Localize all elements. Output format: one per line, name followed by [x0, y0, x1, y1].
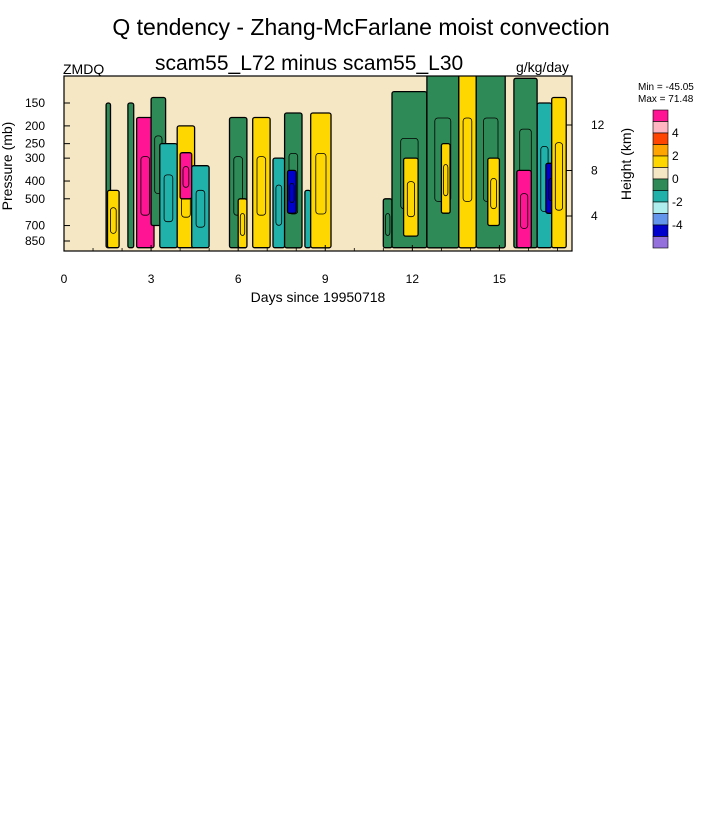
convective-event-26 [516, 169, 532, 249]
max-text: Max = 71.48 [638, 94, 694, 105]
contour-line-1 [110, 207, 117, 234]
x-tick-label-4: 12 [406, 272, 420, 286]
y-axis-label: Pressure (mb) [0, 122, 15, 211]
x-tick-label-0: 0 [61, 272, 68, 286]
height-tick-label-0: 4 [591, 209, 598, 223]
convective-event-16 [310, 112, 332, 249]
height-axis-label: Height (km) [618, 128, 634, 200]
chart-subtitle: scam55_L72 minus scam55_L30 [155, 52, 464, 75]
convective-event-8 [191, 165, 210, 249]
contour-line-22 [462, 117, 473, 202]
y-tick-label-1: 200 [25, 119, 45, 133]
min-max-info: Min = -45.05 Max = 71.48 [638, 82, 694, 106]
convective-event-19 [402, 157, 419, 237]
contour-line-19 [406, 181, 415, 218]
contour-line-17 [385, 213, 391, 236]
convective-event-10 [237, 198, 248, 249]
convective-event-12 [272, 157, 286, 249]
colorbar-swatch-1 [652, 121, 669, 134]
plot-frame [63, 75, 573, 252]
convective-event-29 [551, 96, 567, 249]
colorbar-swatch-5 [652, 167, 669, 180]
variable-label: ZMDQ [63, 61, 105, 77]
colorbar-label-0: 4 [672, 126, 679, 140]
convective-event-14 [286, 169, 297, 214]
y-tick-label-0: 150 [25, 96, 45, 110]
convective-event-21 [440, 142, 451, 214]
colorbar-label-4: -4 [672, 218, 683, 232]
y-tick-label-7: 850 [25, 234, 45, 248]
convective-event-24 [487, 157, 501, 227]
convective-event-1 [106, 189, 120, 249]
y-tick-label-4: 400 [25, 174, 45, 188]
contour-line-5 [163, 174, 174, 223]
y-tick-label-3: 300 [25, 151, 45, 165]
colorbar-swatch-7 [652, 190, 669, 203]
convective-event-17 [382, 198, 393, 249]
contour-line-12 [275, 184, 283, 226]
units-label: g/kg/day [516, 59, 569, 75]
colorbar-label-1: 2 [672, 149, 679, 163]
contour-line-14 [289, 182, 295, 204]
min-text: Min = -45.05 [638, 82, 694, 93]
contour-line-8 [195, 189, 206, 228]
contour-line-21 [443, 164, 449, 197]
colorbar-label-3: -2 [672, 195, 683, 209]
height-tick-label-2: 12 [591, 118, 605, 132]
convective-event-22 [458, 76, 477, 249]
colorbar-swatch-11 [652, 236, 669, 249]
contour-line-10 [239, 213, 246, 236]
x-tick-label-1: 3 [148, 272, 155, 286]
colorbar: 4 2 0 -2 -4 [652, 109, 683, 249]
contour-line-11 [256, 156, 267, 216]
colorbar-swatch-3 [652, 144, 669, 157]
colorbar-swatch-6 [652, 178, 669, 191]
contour-line-29 [554, 142, 563, 211]
x-axis-label: Days since 19950718 [251, 289, 386, 305]
x-tick-label-3: 9 [322, 272, 329, 286]
colorbar-swatch-2 [652, 132, 669, 145]
y-tick-label-2: 250 [25, 137, 45, 151]
contour-line-24 [490, 177, 497, 210]
chart-title: Q tendency - Zhang-McFarlane moist conve… [112, 14, 610, 40]
contour-line-7 [182, 166, 190, 188]
contour-fill-layer [105, 76, 567, 249]
y-tick-label-6: 700 [25, 219, 45, 233]
convective-event-5 [159, 142, 178, 249]
height-tick-label-1: 8 [591, 164, 598, 178]
contour-line-26 [520, 193, 529, 229]
contour-line-3 [140, 156, 150, 216]
colorbar-swatch-4 [652, 155, 669, 168]
contour-line-16 [315, 152, 327, 215]
convective-event-2 [127, 102, 135, 249]
convective-event-11 [252, 116, 271, 249]
convective-event-15 [304, 189, 312, 249]
colorbar-label-2: 0 [672, 172, 679, 186]
colorbar-swatch-0 [652, 109, 669, 122]
colorbar-swatch-10 [652, 224, 669, 237]
colorbar-swatch-9 [652, 213, 669, 226]
colorbar-swatch-8 [652, 201, 669, 214]
y-tick-label-5: 500 [25, 192, 45, 206]
x-tick-label-5: 15 [493, 272, 507, 286]
x-tick-label-2: 6 [235, 272, 242, 286]
convective-event-7 [179, 152, 193, 200]
